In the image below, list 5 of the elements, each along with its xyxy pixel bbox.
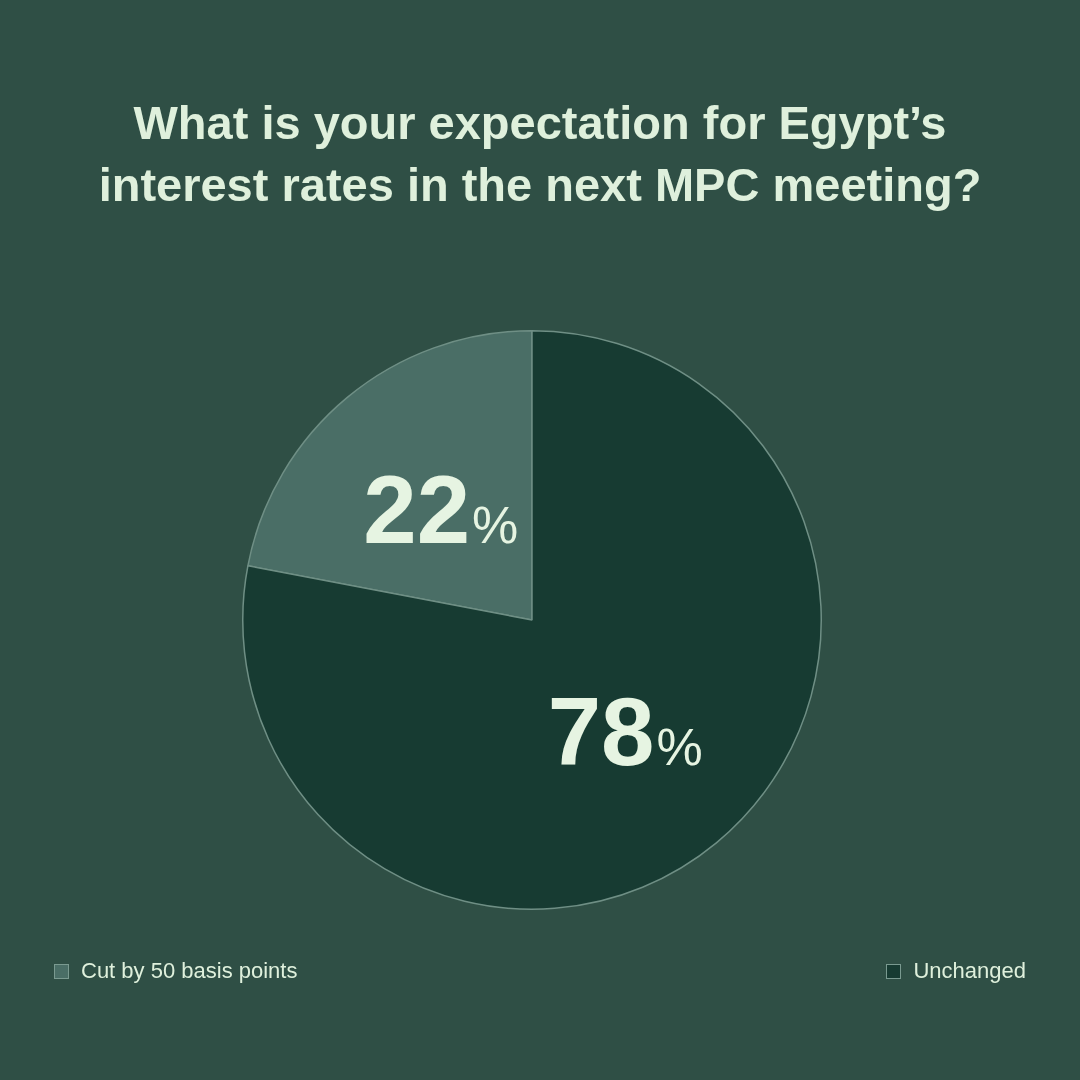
chart-title: What is your expectation for Egypt’s interest rates in the next MPC meeting? <box>97 95 983 213</box>
data-label: 22% <box>363 455 519 563</box>
legend-label: Cut by 50 basis points <box>81 958 298 984</box>
data-label: 78% <box>547 678 703 786</box>
legend-label: Unchanged <box>913 958 1026 984</box>
